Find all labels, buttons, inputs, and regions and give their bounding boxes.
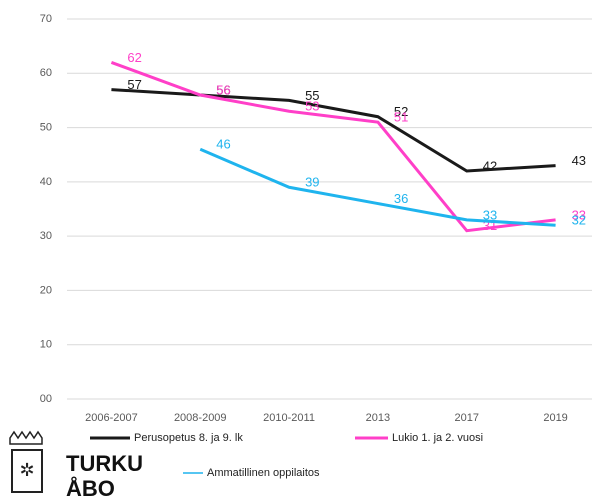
data-label: 36 bbox=[394, 191, 408, 206]
data-label: 39 bbox=[305, 175, 319, 190]
logo-crown bbox=[9, 430, 43, 445]
y-tick-label: 20 bbox=[40, 284, 52, 296]
y-tick-label: 50 bbox=[40, 121, 52, 133]
x-tick-label: 2013 bbox=[366, 412, 390, 424]
logo-emblem: ✲ bbox=[19, 460, 34, 480]
y-tick-label: 10 bbox=[40, 339, 52, 351]
data-label: 56 bbox=[216, 82, 230, 97]
logo: ✲ TURKU ÅBO bbox=[9, 430, 143, 501]
data-label: 33 bbox=[572, 207, 586, 222]
data-label: 51 bbox=[394, 110, 408, 125]
y-tick-label: 70 bbox=[40, 13, 52, 25]
x-tick-label: 2006-2007 bbox=[85, 412, 138, 424]
data-label: 62 bbox=[127, 50, 141, 65]
data-label: 56 bbox=[216, 82, 230, 97]
logo-shield bbox=[11, 449, 43, 493]
y-tick-label: 60 bbox=[40, 67, 52, 79]
series-line bbox=[111, 88, 556, 173]
logo-text: TURKU bbox=[66, 451, 143, 476]
logo-text: ÅBO bbox=[66, 475, 115, 501]
series-line bbox=[110, 61, 556, 233]
data-label: 57 bbox=[127, 77, 141, 92]
data-label: 43 bbox=[572, 153, 586, 168]
x-tick-label: 2019 bbox=[543, 412, 567, 424]
data-label: 55 bbox=[305, 88, 319, 103]
y-tick-label: 40 bbox=[40, 176, 52, 188]
data-label: 33 bbox=[483, 207, 497, 222]
legend-label: Ammatillinen oppilaitos bbox=[207, 467, 320, 479]
data-label: 53 bbox=[305, 99, 319, 114]
legend-label: Perusopetus 8. ja 9. lk bbox=[134, 432, 243, 444]
data-label: 32 bbox=[572, 213, 586, 228]
series-line bbox=[199, 147, 556, 227]
y-tick-label: 00 bbox=[40, 393, 52, 405]
x-tick-label: 2008-2009 bbox=[174, 412, 227, 424]
data-label: 42 bbox=[483, 158, 497, 173]
data-label: 52 bbox=[394, 104, 408, 119]
x-tick-label: 2010-2011 bbox=[263, 412, 315, 424]
data-label: 46 bbox=[216, 137, 230, 152]
legend-label: Lukio 1. ja 2. vuosi bbox=[392, 432, 483, 444]
x-tick-label: 2017 bbox=[455, 412, 479, 424]
y-tick-label: 30 bbox=[40, 230, 52, 242]
